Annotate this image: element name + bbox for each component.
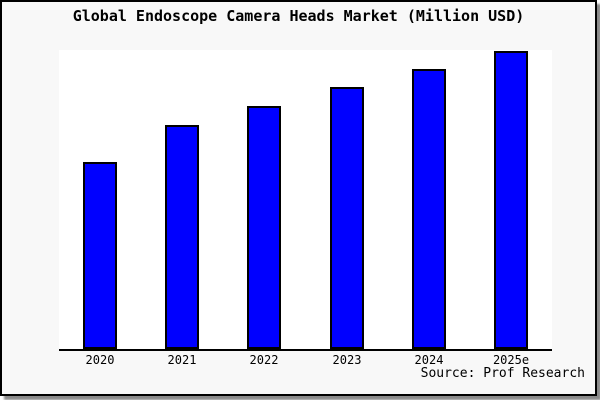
x-tick-label-2023: 2023 xyxy=(332,353,362,367)
bar-2025e xyxy=(494,51,528,349)
bar-2022 xyxy=(247,106,281,349)
chart-title: Global Endoscope Camera Heads Market (Mi… xyxy=(72,7,525,25)
source-credit: Source: Prof Research xyxy=(420,366,585,381)
x-tick-label-2024: 2024 xyxy=(414,353,444,367)
x-tick-label-2025e: 2025e xyxy=(492,353,530,367)
bar-2023 xyxy=(330,87,364,349)
bar-2020 xyxy=(83,162,117,349)
bar-2024 xyxy=(412,69,446,349)
bar-2021 xyxy=(165,125,199,349)
x-tick-label-2022: 2022 xyxy=(249,353,279,367)
x-tick-label-2021: 2021 xyxy=(167,353,197,367)
x-tick-label-2020: 2020 xyxy=(85,353,115,367)
plot-area xyxy=(59,50,552,351)
